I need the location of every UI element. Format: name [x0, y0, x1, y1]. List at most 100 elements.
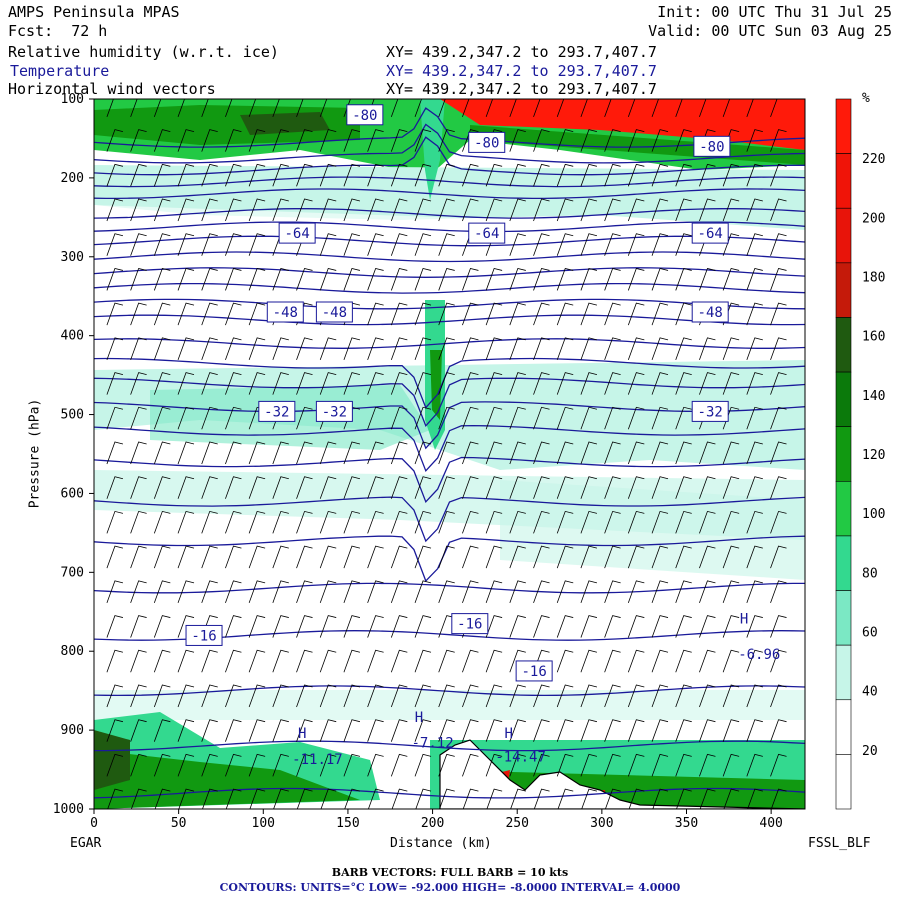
wind-barb [106, 129, 124, 152]
wind-barb [153, 580, 171, 603]
wind-barb [509, 649, 526, 673]
wind-barb [438, 476, 455, 499]
wind-barb [177, 719, 195, 742]
wind-barb [106, 753, 124, 777]
wind-barb [367, 753, 384, 777]
wind-barb [509, 545, 526, 569]
temperature-contour-line [94, 377, 805, 428]
wind-barb [556, 99, 565, 118]
wind-barb [414, 372, 432, 395]
wind-barb [390, 649, 408, 673]
wind-barb [438, 99, 446, 118]
wind-barb [367, 476, 384, 499]
wind-barb [604, 163, 621, 187]
wind-barb [153, 615, 171, 638]
temperature-label-box [266, 301, 304, 323]
wind-barb [699, 510, 716, 534]
wind-barb [580, 163, 598, 187]
wind-barb [130, 684, 147, 708]
wind-barb [225, 302, 242, 326]
wind-barb [130, 788, 147, 809]
wind-barb [533, 545, 550, 569]
wind-barb [319, 684, 337, 708]
wind-barb [130, 372, 147, 395]
wind-barb [580, 267, 598, 291]
wind-barb [248, 615, 266, 638]
x-axis-label: Distance (km) [390, 836, 492, 851]
wind-barb [177, 615, 195, 638]
wind-barb [746, 198, 763, 222]
wind-barb [509, 615, 526, 638]
wind-barb [177, 372, 195, 395]
wind-barb [675, 198, 692, 222]
y-tick-label: 800 [61, 644, 84, 659]
wind-barb [153, 267, 171, 291]
wind-barb [699, 163, 716, 187]
wind-barb [177, 545, 195, 569]
wind-barb [201, 545, 218, 569]
wind-barb [604, 753, 621, 777]
temperature-label-box [258, 400, 296, 422]
wind-barb [722, 580, 740, 603]
wind-barb [627, 476, 645, 499]
wind-barb [106, 510, 124, 534]
wind-barb [746, 99, 754, 118]
wind-barb [675, 510, 692, 534]
colorbar-swatch [835, 426, 852, 482]
wind-barb [651, 406, 669, 430]
temperature-label-box [691, 222, 729, 244]
wind-barb [604, 233, 621, 256]
wind-barb [201, 99, 209, 118]
extrema-labels: H -11.17 H -7.12 H -14.47 H -6.96 [292, 612, 780, 768]
wind-barb [414, 198, 432, 222]
wind-barb [319, 510, 337, 534]
wind-barb [248, 753, 266, 777]
wind-barb [770, 615, 787, 638]
wind-barb [627, 198, 645, 222]
wind-barb [556, 545, 574, 569]
wind-barb [106, 649, 124, 673]
wind-barb [106, 198, 124, 222]
wind-barb [390, 337, 408, 361]
wind-barb [509, 267, 526, 291]
y-tick-label: 900 [61, 723, 84, 738]
temperature-contour-line [94, 107, 805, 148]
wind-barb [367, 684, 384, 708]
wind-barb [272, 372, 289, 395]
wind-barb [296, 510, 313, 534]
wind-barb [533, 580, 550, 603]
wind-barb [651, 545, 669, 569]
wind-barb [248, 510, 266, 534]
wind-barb [580, 615, 598, 638]
wind-barb [177, 753, 195, 777]
wind-barb [509, 719, 526, 742]
temperature-label: -16 [191, 628, 216, 644]
colorbar-tick-label: 220 [862, 152, 885, 167]
wind-barb [485, 684, 503, 708]
colorbar-swatch [835, 317, 852, 373]
wind-barb [627, 719, 645, 742]
wind-barb [438, 406, 455, 430]
wind-barb [272, 649, 289, 673]
wind-barb [556, 233, 574, 256]
wind-barb [676, 788, 692, 809]
wind-barb [153, 545, 171, 569]
wind-barb [770, 441, 787, 465]
wind-barb [556, 163, 574, 187]
temperature-contour-line [94, 357, 805, 409]
wind-barb [225, 99, 233, 118]
wind-barb [770, 302, 787, 326]
wind-barb [746, 163, 763, 187]
wind-barb [533, 302, 550, 326]
wind-barb [319, 337, 337, 361]
wind-barb [153, 129, 171, 152]
wind-barb [319, 441, 337, 465]
wind-barb [178, 788, 195, 809]
wind-barb [130, 198, 147, 222]
colorbar-swatch [835, 207, 852, 264]
wind-barb [343, 615, 361, 638]
wind-barb [414, 753, 432, 777]
wind-barb [272, 545, 289, 569]
wind-barb [177, 163, 195, 187]
wind-barb [604, 198, 621, 222]
